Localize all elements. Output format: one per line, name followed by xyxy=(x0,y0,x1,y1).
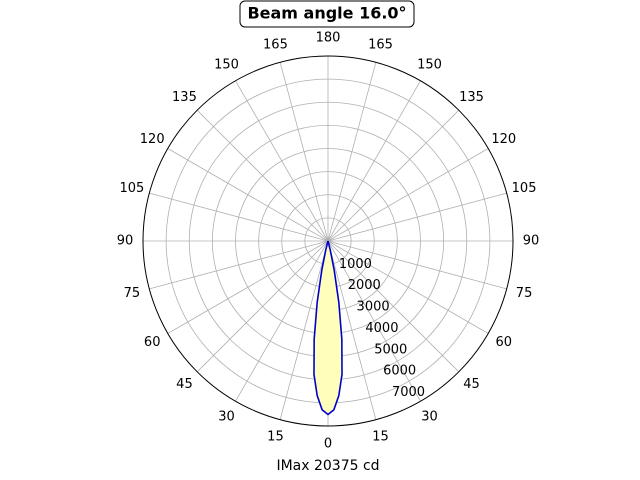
grid-spoke xyxy=(149,240,329,290)
theta-tick-label: 150 xyxy=(417,58,442,73)
grid-spoke xyxy=(235,80,329,242)
theta-tick-label: 120 xyxy=(491,132,516,147)
grid-spoke xyxy=(327,192,507,242)
grid-spoke xyxy=(279,62,329,242)
theta-tick-label: 45 xyxy=(463,377,480,392)
theta-tick-label: 105 xyxy=(120,181,145,196)
title-box xyxy=(239,0,415,28)
theta-tick-label: 60 xyxy=(496,335,513,350)
grid-spoke xyxy=(327,240,489,334)
grid-spoke xyxy=(327,240,377,420)
r-tick-label: 1000 xyxy=(339,257,372,272)
outer-frame xyxy=(142,55,514,427)
theta-tick-label: 180 xyxy=(316,31,341,46)
chart-title: Beam angle 16.0° xyxy=(247,4,406,23)
theta-tick-label: 105 xyxy=(512,181,537,196)
theta-tick-label: 135 xyxy=(459,90,484,105)
grid-spoke xyxy=(196,240,329,373)
beam-fill xyxy=(313,241,343,415)
r-tick-label: 6000 xyxy=(383,364,416,379)
theta-tick-label: 165 xyxy=(368,37,393,52)
beam-line xyxy=(313,240,343,416)
theta-tick-label: 15 xyxy=(267,430,284,445)
r-tick-label: 3000 xyxy=(357,300,390,315)
grid-spoke xyxy=(327,148,489,242)
grid-spoke xyxy=(196,109,329,242)
grid-spoke xyxy=(327,240,507,290)
grid-spoke xyxy=(327,109,460,242)
theta-tick-label: 165 xyxy=(263,37,288,52)
theta-tick-label: 75 xyxy=(124,286,141,301)
grid-spoke xyxy=(327,62,377,242)
grid-spoke xyxy=(327,240,421,402)
r-tick-label: 7000 xyxy=(392,385,425,400)
r-tick-label: 4000 xyxy=(365,321,398,336)
theta-tick-label: 30 xyxy=(218,409,235,424)
theta-tick-label: 0 xyxy=(324,437,332,452)
theta-tick-label: 45 xyxy=(176,377,193,392)
grid-spoke xyxy=(149,192,329,242)
r-tick-label: 5000 xyxy=(374,342,407,357)
grid-spoke xyxy=(327,80,421,242)
theta-tick-label: 30 xyxy=(421,409,438,424)
grid-spoke xyxy=(279,240,329,420)
theta-tick-label: 120 xyxy=(140,132,165,147)
theta-tick-label: 150 xyxy=(214,58,239,73)
grid-spoke xyxy=(327,240,460,373)
grid-spoke xyxy=(167,148,329,242)
grid-spoke xyxy=(235,240,329,402)
theta-tick-label: 60 xyxy=(144,335,161,350)
theta-tick-label: 135 xyxy=(172,90,197,105)
theta-tick-label: 15 xyxy=(372,430,389,445)
r-tick-label: 2000 xyxy=(348,278,381,293)
theta-tick-label: 90 xyxy=(523,234,540,249)
grid-spoke xyxy=(167,240,329,334)
x-axis-label: IMax 20375 cd xyxy=(276,458,379,474)
theta-tick-label: 90 xyxy=(117,234,134,249)
theta-tick-label: 75 xyxy=(516,286,533,301)
